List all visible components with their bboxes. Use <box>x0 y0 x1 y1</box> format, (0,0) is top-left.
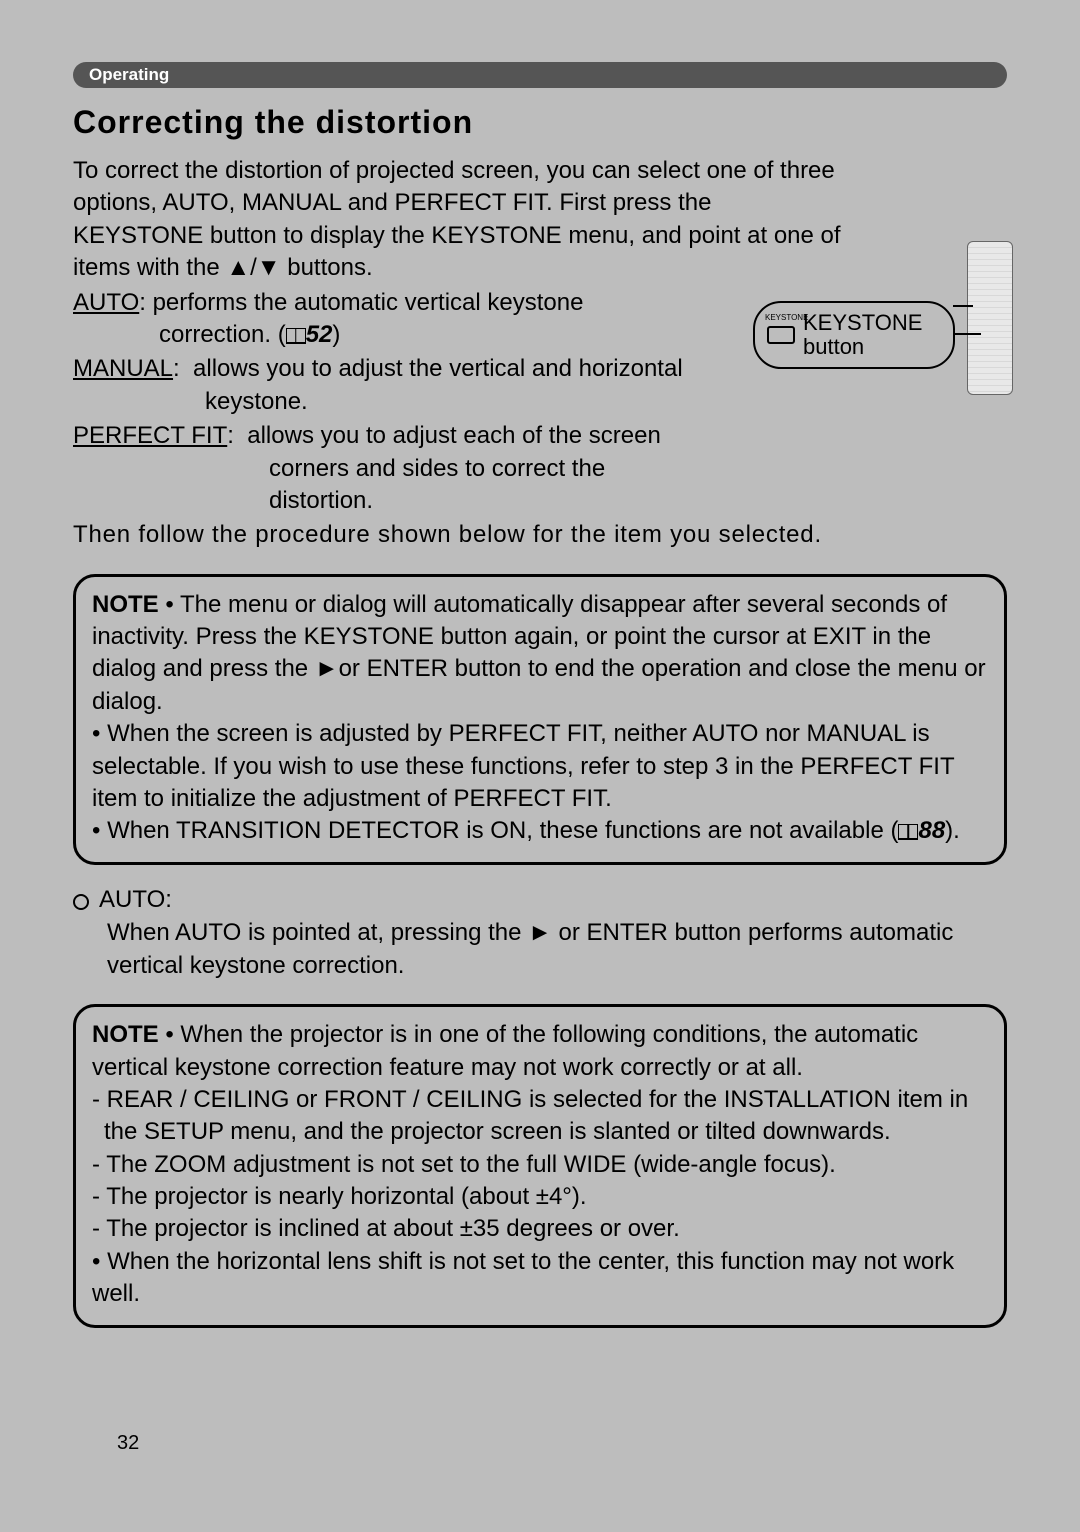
keystone-button-icon: KEYSTONE <box>767 326 795 344</box>
note2-p2: • When the horizontal lens shift is not … <box>92 1246 988 1311</box>
book-icon <box>286 328 306 344</box>
intro-text: To correct the distortion of projected s… <box>73 155 843 285</box>
note-label: NOTE <box>92 591 159 618</box>
def-body: allows you to adjust each of the screen <box>247 420 661 452</box>
note1-p2: • When the screen is adjusted by PERFECT… <box>92 718 988 815</box>
note2-b4: - The projector is inclined at about ±35… <box>92 1213 988 1245</box>
page-title: Correcting the distortion <box>73 104 1007 141</box>
note2-p1: NOTE • When the projector is in one of t… <box>92 1019 988 1084</box>
note-box-2: NOTE • When the projector is in one of t… <box>73 1004 1007 1328</box>
remote-illustration <box>967 241 1013 395</box>
callout-leader-line <box>953 305 973 307</box>
def-term: MANUAL <box>73 353 173 385</box>
intro-block: To correct the distortion of projected s… <box>73 155 1007 285</box>
def-term: AUTO <box>73 287 139 319</box>
keystone-tiny-label: KEYSTONE <box>765 314 808 323</box>
note-label: NOTE <box>92 1021 159 1048</box>
then-text: Then follow the procedure shown below fo… <box>73 519 1007 551</box>
remote-callout: KEYSTONE KEYSTONE button <box>753 245 1013 425</box>
note2-b3: - The projector is nearly horizontal (ab… <box>92 1181 988 1213</box>
note-box-1: NOTE • The menu or dialog will automatic… <box>73 574 1007 865</box>
callout-text: KEYSTONE button <box>803 311 922 359</box>
note1-p3: • When TRANSITION DETECTOR is ON, these … <box>92 815 988 847</box>
manual-page: Operating Correcting the distortion To c… <box>37 37 1043 1495</box>
book-icon <box>898 824 918 840</box>
bullet-open-circle-icon <box>73 894 89 910</box>
def-term: PERFECT FIT <box>73 420 227 452</box>
section-label-pill: Operating <box>73 62 1007 88</box>
auto-head-text: AUTO: <box>99 883 172 916</box>
auto-head: AUTO: <box>73 883 1007 916</box>
definition-perfect-cont: corners and sides to correct the distort… <box>73 453 1007 518</box>
note1-p1: NOTE • The menu or dialog will automatic… <box>92 589 988 719</box>
page-ref: 88 <box>918 817 945 844</box>
auto-body: When AUTO is pointed at, pressing the ► … <box>73 916 1007 982</box>
page-ref: 52 <box>306 321 333 348</box>
note2-b2: - The ZOOM adjustment is not set to the … <box>92 1149 988 1181</box>
auto-subsection: AUTO: When AUTO is pointed at, pressing … <box>73 883 1007 982</box>
def-body: allows you to adjust the vertical and ho… <box>193 353 683 385</box>
def-body: performs the automatic vertical keystone <box>153 287 584 319</box>
callout-bubble: KEYSTONE KEYSTONE button <box>753 301 955 369</box>
section-label-text: Operating <box>89 65 169 84</box>
callout-leader-line <box>953 333 981 335</box>
note2-b1: - REAR / CEILING or FRONT / CEILING is s… <box>104 1084 988 1149</box>
page-number: 32 <box>117 1432 139 1455</box>
